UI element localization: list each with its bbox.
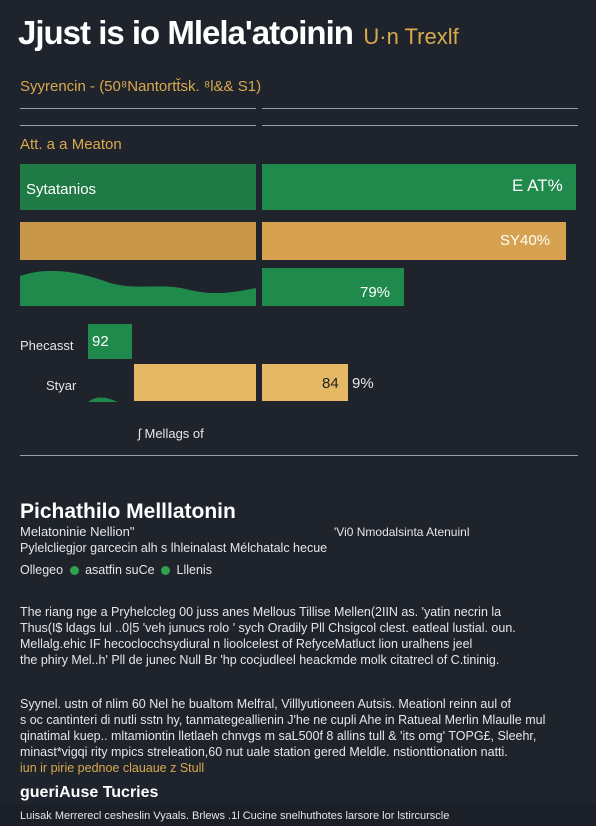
subtitle: Syyrencin - (50⁸Nantortt̆sk. ⁸l&& S1) xyxy=(20,78,262,95)
bar-value-label: 92 xyxy=(92,333,109,350)
chart-bar xyxy=(134,364,256,401)
paragraph: Syynel. ustn of nlim 60 Nel he bualtom M… xyxy=(20,696,576,776)
article-title: Pichathilo Melllatonin xyxy=(20,500,236,523)
paragraph-line: Mellalg.ehic IF hecoclocchsydiural n lio… xyxy=(20,637,473,651)
bar-value-label: E AT% xyxy=(512,176,563,195)
chart-bar xyxy=(262,222,566,260)
divider xyxy=(20,108,256,109)
paragraph-line: Thus(I$ ldags lul ..0|5 'veh junucs rolo… xyxy=(20,621,516,635)
chart-bar xyxy=(262,164,576,210)
section-label: Att. a a Meaton xyxy=(20,136,122,153)
divider xyxy=(262,125,578,126)
paragraph-line: Syynel. ustn of nlim 60 Nel he bualtom M… xyxy=(20,697,511,711)
paragraph-line: s oc cantinteri di nutli sstn hy, tanmat… xyxy=(20,713,546,727)
bar-value-label: 84 xyxy=(322,375,339,392)
article-line: Pylelcliegjor garcecin alh s lhleinalast… xyxy=(20,541,328,555)
section-heading: gueriAuse Tucries xyxy=(20,784,159,801)
footer: Luisak Merrerecl cesheslin Vyaals. Brlew… xyxy=(0,804,596,826)
area-fill xyxy=(20,270,256,306)
bar-value-label: 79% xyxy=(360,284,391,301)
chart-bar xyxy=(88,324,132,359)
article-heading: Pichathilo Melllatonin xyxy=(20,500,576,524)
paragraph-line: The riang nge a Pryhelccleg 00 juss anes… xyxy=(20,605,502,619)
legend-label: asatfin suCe xyxy=(85,563,155,577)
bar-value-label: SY40% xyxy=(500,232,551,249)
bar-label: Styar xyxy=(46,378,77,393)
chart-bar xyxy=(20,164,256,210)
bar-label: Sytatanios xyxy=(26,181,97,198)
paragraph-line: qinatimal kuep.. mltamiontin lletlaeh ch… xyxy=(20,729,537,743)
article-subheading: Melatoninie Nellion" xyxy=(20,524,135,539)
bar-value-label: 9% xyxy=(352,375,374,392)
legend-row: Ollegeo asatfin suCe Lllenis xyxy=(20,562,576,578)
divider xyxy=(20,455,578,456)
paragraph-line: the phiry Mel..h' Pll de junec Null Br '… xyxy=(20,653,500,667)
article-subheading-right: 'Vi0 Nmodalsinta Atenuinl xyxy=(334,525,470,539)
chart-bar xyxy=(20,222,256,260)
legend-dot-icon xyxy=(69,566,79,576)
chart-footnote: ʃ Mellags of xyxy=(138,426,204,441)
chart-bar xyxy=(262,268,404,306)
legend-label: Lllenis xyxy=(176,563,212,577)
paragraph-line: iun ir pirie pednoe clauaue z Stull xyxy=(20,761,205,775)
divider xyxy=(20,125,256,126)
page-title: Jjust is io Mlela'atoinin U·n Trexlf xyxy=(18,14,578,62)
title-main: Jjust is io Mlela'atoinin xyxy=(18,14,354,51)
legend-label: Ollegeo xyxy=(20,563,64,577)
paragraph: The riang nge a Pryhelccleg 00 juss anes… xyxy=(20,604,576,668)
legend-dot-icon xyxy=(161,566,171,576)
footer-text: Luisak Merrerecl cesheslin Vyaals. Brlew… xyxy=(20,810,450,822)
divider xyxy=(262,108,578,109)
title-accent: U·n Trexlf xyxy=(363,24,459,49)
chart-bar xyxy=(262,364,348,401)
area-shadow xyxy=(88,397,118,402)
paragraph-line: minast*vigqi rity mpics streleation,60 n… xyxy=(20,745,508,759)
bar-label: Phecasst xyxy=(20,338,74,353)
